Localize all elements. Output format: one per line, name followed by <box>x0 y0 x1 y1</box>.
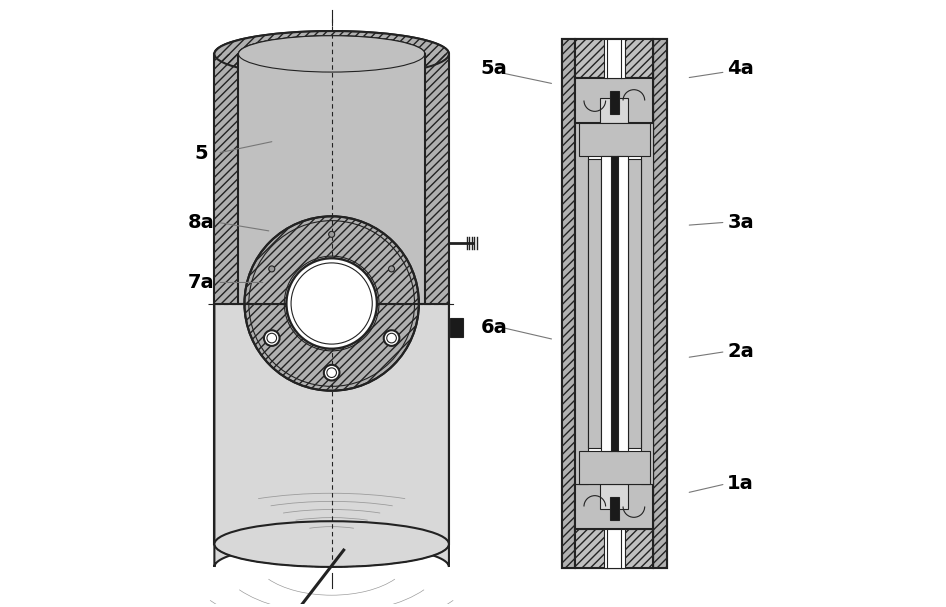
Polygon shape <box>238 36 425 304</box>
Bar <box>610 498 619 520</box>
Bar <box>579 123 650 155</box>
Bar <box>575 529 654 568</box>
Polygon shape <box>238 36 425 304</box>
Bar <box>575 484 654 529</box>
Bar <box>562 39 667 568</box>
Bar <box>450 318 464 337</box>
Bar <box>610 92 619 114</box>
Circle shape <box>287 259 377 348</box>
Bar <box>575 78 654 123</box>
Bar <box>604 39 625 78</box>
Text: 5a: 5a <box>481 59 507 78</box>
Text: 8a: 8a <box>187 213 215 232</box>
Circle shape <box>327 368 337 378</box>
Bar <box>617 155 627 452</box>
Bar <box>587 159 601 448</box>
Bar <box>604 529 625 568</box>
Circle shape <box>267 333 276 343</box>
Bar <box>601 155 612 452</box>
Circle shape <box>287 259 377 348</box>
Polygon shape <box>215 31 449 567</box>
Ellipse shape <box>215 521 449 567</box>
Bar <box>601 98 628 123</box>
Circle shape <box>384 330 399 346</box>
Text: 5: 5 <box>194 144 208 163</box>
Circle shape <box>387 333 396 343</box>
Bar <box>575 39 654 78</box>
Bar <box>579 452 650 484</box>
Text: 3a: 3a <box>727 213 754 232</box>
Bar <box>654 39 667 568</box>
Circle shape <box>328 231 335 237</box>
Bar <box>575 39 654 78</box>
Bar <box>628 159 641 448</box>
Text: 6a: 6a <box>481 318 507 337</box>
Text: 2a: 2a <box>727 342 754 361</box>
Circle shape <box>291 263 373 344</box>
Ellipse shape <box>238 36 425 72</box>
Circle shape <box>269 266 274 272</box>
Bar <box>641 123 654 484</box>
Polygon shape <box>425 54 449 304</box>
Bar <box>575 529 654 568</box>
Circle shape <box>264 330 280 346</box>
Bar <box>601 484 628 509</box>
Polygon shape <box>215 54 238 304</box>
Text: 7a: 7a <box>188 273 215 292</box>
Ellipse shape <box>238 36 425 72</box>
Text: 4a: 4a <box>727 59 754 78</box>
Ellipse shape <box>215 31 449 76</box>
Bar <box>575 123 587 484</box>
Bar <box>611 155 618 452</box>
Circle shape <box>244 216 419 391</box>
Bar <box>562 39 575 568</box>
Circle shape <box>291 263 373 344</box>
Text: 1a: 1a <box>727 475 754 493</box>
Circle shape <box>324 365 340 381</box>
Circle shape <box>389 266 394 272</box>
